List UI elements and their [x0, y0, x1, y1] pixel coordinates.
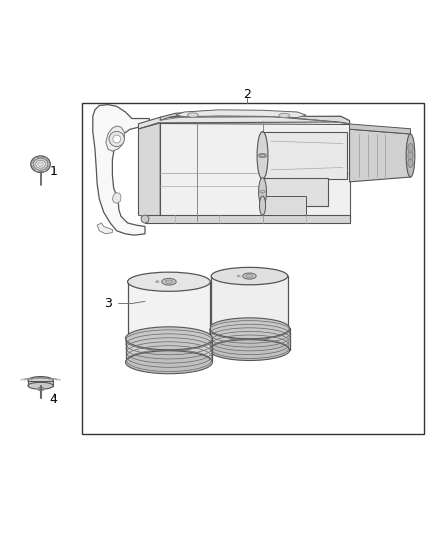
Text: 4: 4: [49, 393, 57, 406]
Ellipse shape: [211, 320, 288, 337]
Ellipse shape: [279, 114, 290, 118]
Polygon shape: [127, 282, 210, 338]
Ellipse shape: [109, 131, 124, 147]
Ellipse shape: [141, 215, 149, 223]
Ellipse shape: [408, 151, 413, 160]
Polygon shape: [350, 129, 410, 182]
Polygon shape: [160, 123, 350, 221]
Ellipse shape: [187, 113, 198, 117]
Polygon shape: [113, 192, 121, 204]
Polygon shape: [138, 116, 350, 129]
Ellipse shape: [33, 158, 48, 171]
Ellipse shape: [156, 281, 159, 282]
Ellipse shape: [38, 162, 43, 166]
Ellipse shape: [36, 160, 46, 168]
Polygon shape: [145, 215, 350, 223]
Ellipse shape: [28, 382, 53, 389]
Ellipse shape: [113, 135, 120, 143]
Ellipse shape: [127, 272, 210, 292]
Text: 3: 3: [104, 297, 112, 310]
Polygon shape: [106, 126, 124, 151]
Polygon shape: [126, 338, 212, 362]
Polygon shape: [93, 104, 149, 235]
Polygon shape: [262, 132, 347, 180]
Ellipse shape: [209, 340, 290, 360]
Ellipse shape: [257, 132, 268, 180]
Ellipse shape: [258, 177, 266, 206]
Ellipse shape: [259, 196, 265, 215]
Polygon shape: [138, 123, 160, 221]
Bar: [82, 103, 424, 434]
Polygon shape: [160, 111, 350, 124]
Ellipse shape: [209, 318, 290, 339]
Polygon shape: [97, 223, 113, 234]
Ellipse shape: [408, 143, 413, 152]
Polygon shape: [209, 328, 290, 350]
Ellipse shape: [406, 134, 415, 177]
Text: 1: 1: [49, 165, 57, 178]
Ellipse shape: [162, 278, 176, 285]
Ellipse shape: [126, 327, 212, 350]
Polygon shape: [211, 276, 288, 328]
Polygon shape: [262, 177, 328, 206]
Ellipse shape: [165, 280, 173, 284]
Ellipse shape: [31, 156, 50, 173]
Polygon shape: [28, 381, 53, 386]
Polygon shape: [176, 110, 306, 118]
Ellipse shape: [243, 273, 256, 279]
Ellipse shape: [126, 351, 212, 374]
Ellipse shape: [211, 268, 288, 285]
Ellipse shape: [127, 329, 210, 348]
Polygon shape: [350, 124, 410, 134]
Ellipse shape: [408, 159, 413, 167]
Ellipse shape: [28, 377, 53, 384]
Ellipse shape: [237, 275, 240, 277]
Ellipse shape: [246, 274, 253, 278]
Polygon shape: [262, 196, 306, 215]
Text: 2: 2: [244, 88, 251, 101]
